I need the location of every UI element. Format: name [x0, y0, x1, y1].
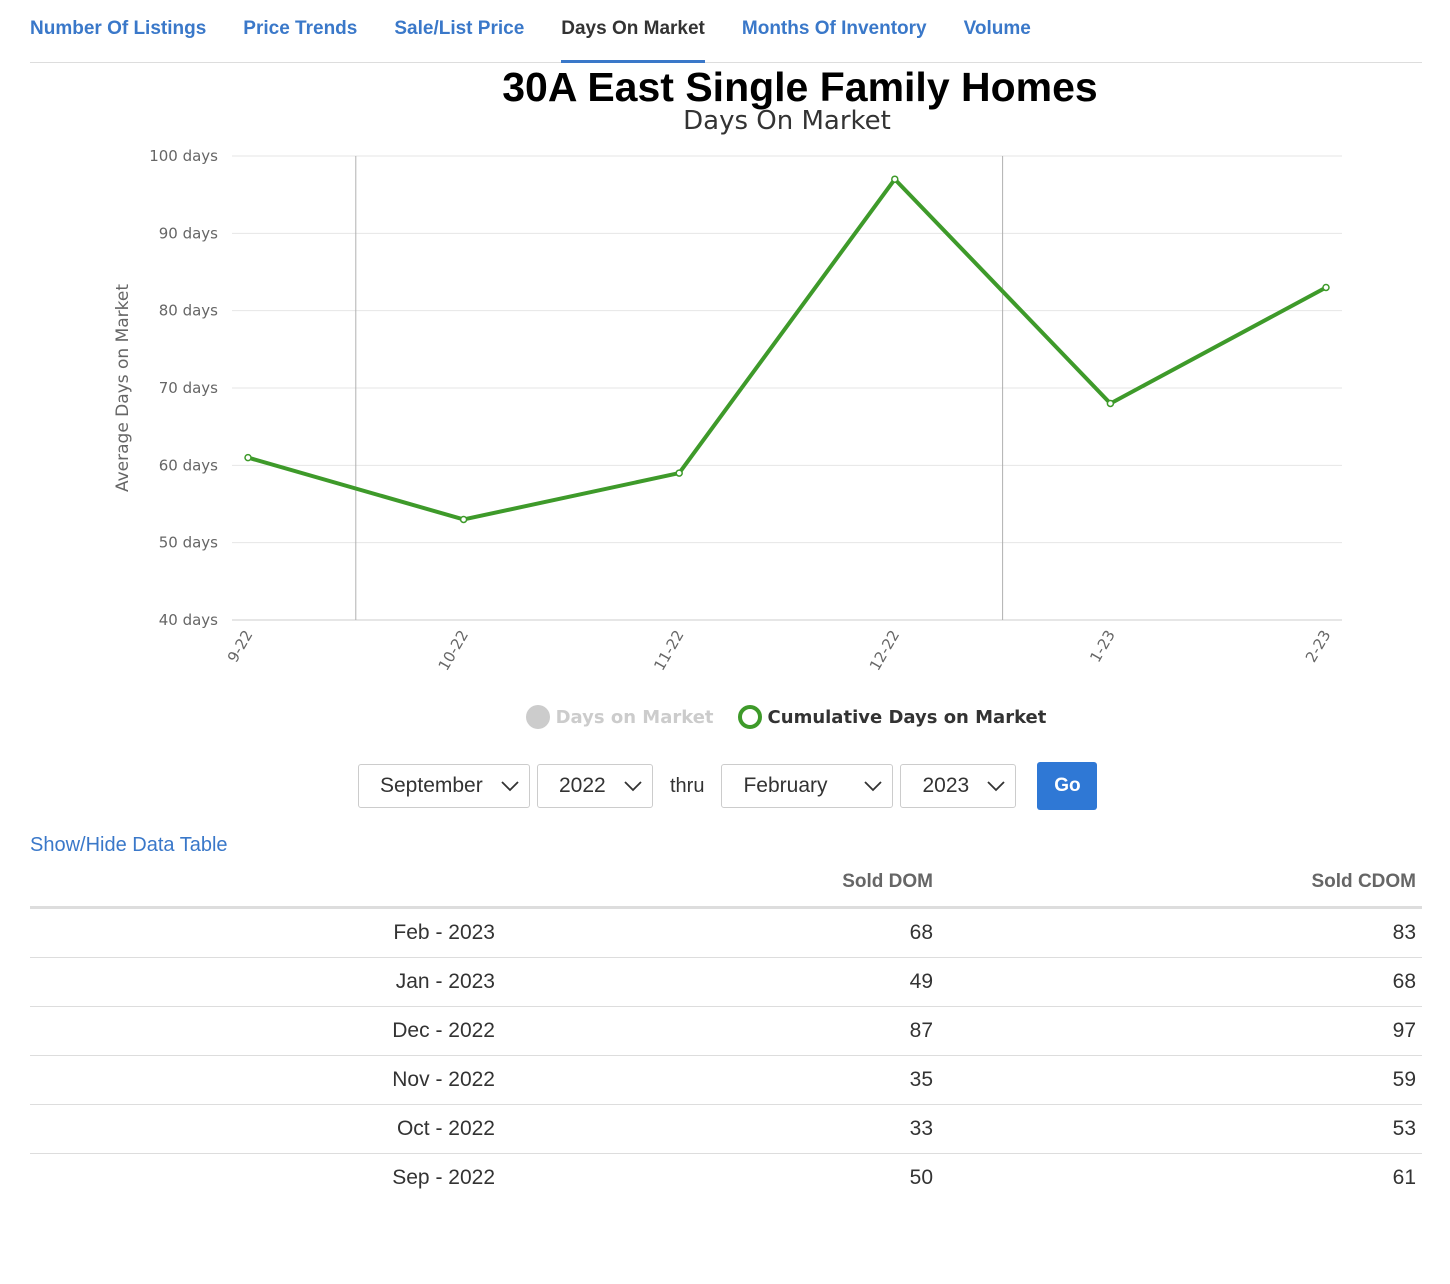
period-cell: Nov - 2022 — [30, 1055, 501, 1105]
thru-label: thru — [670, 774, 705, 797]
to-year-value: 2023 — [922, 774, 970, 797]
table-row: Jan - 2023 49 68 — [30, 957, 1422, 1007]
chart-title: 30A East Single Family Homes — [502, 64, 1098, 110]
table-row: Oct - 2022 33 53 — [30, 1104, 1422, 1154]
chevron-down-icon — [987, 781, 1006, 792]
legend-circle-icon — [525, 705, 550, 729]
column-header-period — [30, 858, 501, 909]
sold-dom-cell: 87 — [501, 1006, 939, 1056]
period-cell: Jan - 2023 — [30, 957, 501, 1007]
period-cell: Dec - 2022 — [30, 1006, 501, 1056]
column-header-sold-cdom: Sold CDOM — [939, 858, 1422, 909]
period-cell: Feb - 2023 — [30, 907, 501, 958]
tab-sale-list-price[interactable]: Sale/List Price — [394, 18, 525, 39]
period-cell: Oct - 2022 — [30, 1104, 501, 1154]
sold-dom-cell: 33 — [501, 1104, 939, 1154]
date-range-controls: September 2022 thru February 2023 Go — [358, 762, 1098, 810]
tab-number-of-listings[interactable]: Number Of Listings — [30, 18, 207, 39]
y-tick-label: 60 days — [159, 456, 218, 474]
sold-dom-cell: 68 — [501, 907, 939, 958]
legend-label: Days on Market — [555, 706, 714, 728]
tab-months-of-inventory[interactable]: Months Of Inventory — [741, 18, 927, 39]
table-row: Sep - 2022 50 61 — [30, 1154, 1422, 1203]
show-hide-data-table-link[interactable]: Show/Hide Data Table — [30, 834, 228, 856]
from-year-value: 2022 — [559, 774, 606, 797]
data-point — [675, 469, 683, 477]
x-tick-label: 11-22 — [650, 627, 687, 674]
sold-dom-cell: 49 — [501, 957, 939, 1007]
y-tick-label: 70 days — [159, 379, 218, 397]
x-tick-label: 1-23 — [1086, 627, 1119, 665]
series-line — [247, 177, 1327, 522]
sold-cdom-cell: 97 — [939, 1006, 1422, 1056]
y-tick-label: 40 days — [159, 611, 218, 629]
legend-item-cumulative-days-on-market[interactable]: Cumulative Days on Market — [737, 705, 1047, 729]
from-month-select[interactable]: September — [358, 764, 530, 808]
data-point — [459, 515, 468, 524]
legend-item-days-on-market[interactable]: Days on Market — [525, 705, 714, 729]
days-on-market-chart: 40 days 50 days 60 days 70 days 80 days 90 da… — [113, 147, 1342, 674]
sold-cdom-cell: 53 — [939, 1104, 1422, 1154]
x-tick-label: 2-23 — [1302, 627, 1335, 665]
chevron-down-icon — [624, 781, 642, 792]
chevron-down-icon — [501, 781, 519, 792]
report-tabs: Number Of Listings Price Trends Sale/Lis… — [30, 0, 1422, 63]
sold-cdom-cell: 83 — [939, 907, 1422, 958]
from-year-select[interactable]: 2022 — [537, 764, 653, 808]
to-year-select[interactable]: 2023 — [900, 764, 1017, 808]
table-row: Feb - 2023 68 83 — [30, 907, 1422, 958]
data-table: Sold DOM Sold CDOM Feb - 2023 68 83 Jan … — [30, 858, 1422, 1202]
sold-dom-cell: 50 — [909, 1166, 933, 1189]
column-header-sold-dom: Sold DOM — [501, 858, 939, 909]
y-tick-label: 100 days — [149, 147, 218, 165]
chevron-down-icon — [864, 781, 883, 792]
tab-volume[interactable]: Volume — [963, 18, 1031, 39]
y-axis-title: Average Days on Market — [113, 284, 133, 492]
table-header-row: Sold DOM Sold CDOM — [30, 858, 1422, 909]
to-month-select[interactable]: February — [721, 764, 894, 808]
y-tick-label: 80 days — [159, 302, 218, 320]
tab-days-on-market[interactable]: Days On Market — [561, 0, 705, 63]
sold-cdom-cell: 59 — [939, 1055, 1422, 1105]
y-tick-label: 90 days — [159, 224, 218, 242]
sold-dom-cell: 35 — [501, 1055, 939, 1105]
x-tick-label: 12-22 — [866, 627, 903, 674]
sold-cdom-cell: 61 — [1392, 1166, 1416, 1189]
go-button[interactable]: Go — [1037, 762, 1098, 810]
legend-label: Cumulative Days on Market — [767, 706, 1047, 728]
x-tick-label: 10-22 — [435, 627, 472, 674]
data-point — [1106, 399, 1115, 408]
to-month-value: February — [743, 774, 828, 797]
chart-subtitle: Days On Market — [683, 106, 891, 136]
legend-ring-icon — [737, 705, 762, 729]
data-point — [244, 453, 252, 462]
chart-legend: Days on Market Cumulative Days on Market — [0, 705, 1450, 729]
x-tick-label: 9-22 — [224, 627, 257, 665]
tab-price-trends[interactable]: Price Trends — [243, 18, 358, 39]
table-row: Dec - 2022 87 97 — [30, 1006, 1422, 1056]
data-point — [891, 175, 899, 183]
table-row: Nov - 2022 35 59 — [30, 1055, 1422, 1105]
data-point — [1322, 283, 1330, 292]
period-cell: Sep - 2022 — [392, 1166, 495, 1189]
y-tick-label: 50 days — [159, 534, 218, 552]
from-month-value: September — [380, 774, 483, 797]
sold-cdom-cell: 68 — [939, 957, 1422, 1007]
